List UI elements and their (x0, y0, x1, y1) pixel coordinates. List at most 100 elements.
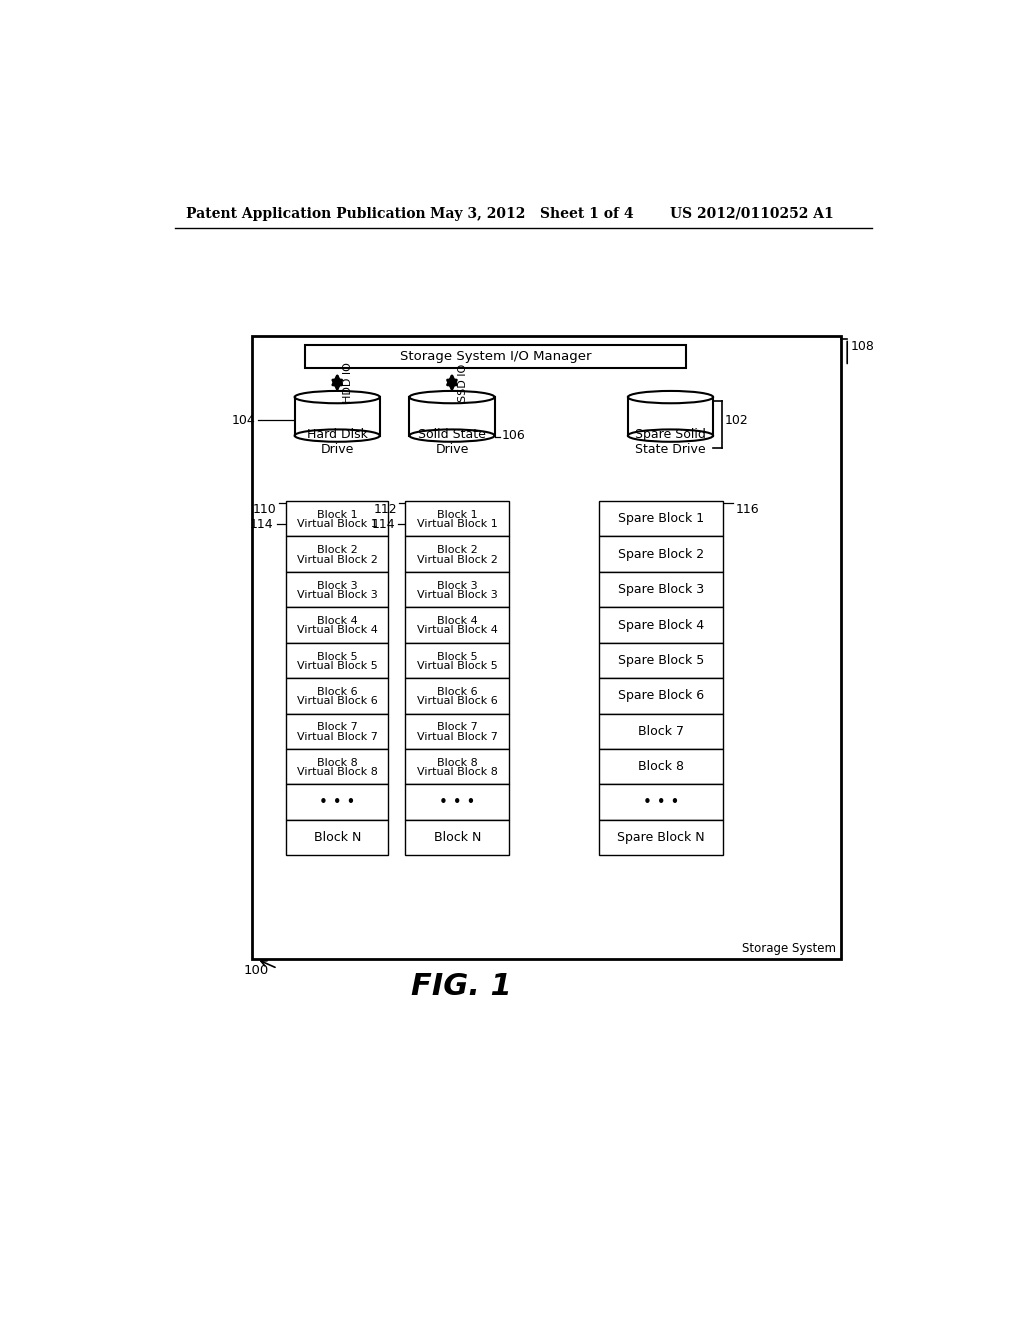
Text: Virtual Block 1: Virtual Block 1 (417, 519, 498, 529)
Text: Spare Block N: Spare Block N (617, 832, 705, 843)
Text: Block 2: Block 2 (316, 545, 357, 556)
Text: Virtual Block 7: Virtual Block 7 (297, 731, 378, 742)
Text: Spare Block 5: Spare Block 5 (618, 653, 705, 667)
Text: Block 4: Block 4 (316, 616, 357, 626)
Bar (406, 502, 509, 536)
Bar (406, 572, 509, 607)
Text: Virtual Block 3: Virtual Block 3 (297, 590, 378, 601)
Bar (599, 536, 723, 572)
Ellipse shape (410, 391, 495, 404)
Ellipse shape (295, 391, 380, 404)
Text: Block 1: Block 1 (317, 510, 357, 520)
Bar (599, 572, 723, 607)
Text: Block 3: Block 3 (437, 581, 477, 591)
Bar (286, 536, 388, 572)
Text: Block N: Block N (313, 832, 360, 843)
Text: 100: 100 (244, 964, 269, 977)
Text: Virtual Block 4: Virtual Block 4 (417, 626, 498, 635)
Text: Virtual Block 1: Virtual Block 1 (297, 519, 378, 529)
Ellipse shape (628, 429, 713, 442)
Bar (286, 678, 388, 714)
Text: Block 4: Block 4 (437, 616, 478, 626)
Text: Storage System I/O Manager: Storage System I/O Manager (399, 350, 591, 363)
Bar (286, 714, 388, 748)
Bar (406, 748, 509, 784)
Text: • • •: • • • (439, 795, 475, 809)
Text: Spare Block 4: Spare Block 4 (618, 619, 705, 631)
Text: Spare Block 3: Spare Block 3 (618, 583, 705, 597)
Text: Block 7: Block 7 (316, 722, 357, 733)
Text: Block 5: Block 5 (437, 652, 477, 661)
Text: 114: 114 (250, 517, 273, 531)
Text: 102: 102 (725, 413, 749, 426)
Text: Virtual Block 3: Virtual Block 3 (417, 590, 498, 601)
Ellipse shape (295, 429, 380, 442)
Bar (286, 643, 388, 678)
Bar (599, 714, 723, 748)
Text: Block 7: Block 7 (638, 725, 684, 738)
Text: 112: 112 (374, 503, 397, 516)
Bar (286, 820, 388, 855)
Bar (406, 536, 509, 572)
Bar (406, 643, 509, 678)
Bar (599, 502, 723, 536)
Text: HDD IO: HDD IO (343, 362, 353, 403)
Bar (406, 678, 509, 714)
Bar (599, 607, 723, 643)
Text: 108: 108 (850, 339, 874, 352)
Text: Solid State
Drive: Solid State Drive (418, 428, 485, 455)
Bar (406, 607, 509, 643)
Ellipse shape (628, 391, 713, 404)
Text: Block 7: Block 7 (437, 722, 478, 733)
Text: US 2012/0110252 A1: US 2012/0110252 A1 (671, 207, 835, 220)
Text: May 3, 2012   Sheet 1 of 4: May 3, 2012 Sheet 1 of 4 (430, 207, 634, 220)
Text: Block 3: Block 3 (317, 581, 357, 591)
Text: Patent Application Publication: Patent Application Publication (186, 207, 426, 220)
Bar (286, 784, 388, 820)
Text: Block 5: Block 5 (317, 652, 357, 661)
Text: Spare Block 1: Spare Block 1 (618, 512, 705, 525)
Bar (599, 784, 723, 820)
Bar (252, 335, 841, 960)
Text: Block 8: Block 8 (638, 760, 684, 774)
Text: Block 8: Block 8 (437, 758, 478, 768)
Bar (286, 502, 388, 536)
Text: 106: 106 (502, 429, 525, 442)
Bar (599, 748, 723, 784)
Bar (286, 607, 388, 643)
Bar (406, 820, 509, 855)
Bar (599, 643, 723, 678)
Text: Virtual Block 5: Virtual Block 5 (417, 661, 498, 671)
Text: SSD IO: SSD IO (458, 363, 468, 401)
Text: Virtual Block 8: Virtual Block 8 (297, 767, 378, 777)
Text: 110: 110 (253, 503, 276, 516)
Bar (599, 820, 723, 855)
Text: Block 8: Block 8 (316, 758, 357, 768)
Text: Block 6: Block 6 (437, 686, 477, 697)
Text: Virtual Block 7: Virtual Block 7 (417, 731, 498, 742)
Text: Virtual Block 4: Virtual Block 4 (297, 626, 378, 635)
Text: Virtual Block 8: Virtual Block 8 (417, 767, 498, 777)
Bar (295, 397, 380, 436)
Text: • • •: • • • (643, 795, 679, 809)
Text: Virtual Block 5: Virtual Block 5 (297, 661, 378, 671)
Text: FIG. 1: FIG. 1 (411, 972, 512, 1001)
Text: Block 2: Block 2 (437, 545, 478, 556)
Text: Virtual Block 2: Virtual Block 2 (297, 554, 378, 565)
Text: • • •: • • • (319, 795, 355, 809)
Text: Spare Solid
State Drive: Spare Solid State Drive (635, 428, 706, 455)
Bar (628, 397, 713, 436)
Bar (286, 572, 388, 607)
Text: Virtual Block 6: Virtual Block 6 (417, 696, 498, 706)
Text: 104: 104 (232, 413, 256, 426)
Text: Virtual Block 6: Virtual Block 6 (297, 696, 378, 706)
Text: Virtual Block 2: Virtual Block 2 (417, 554, 498, 565)
Text: Block N: Block N (434, 832, 481, 843)
Bar (305, 345, 686, 368)
Text: Block 6: Block 6 (317, 686, 357, 697)
Text: 116: 116 (735, 503, 759, 516)
Bar (406, 784, 509, 820)
Bar (406, 714, 509, 748)
Bar (410, 397, 495, 436)
Text: Hard Disk
Drive: Hard Disk Drive (307, 428, 368, 455)
